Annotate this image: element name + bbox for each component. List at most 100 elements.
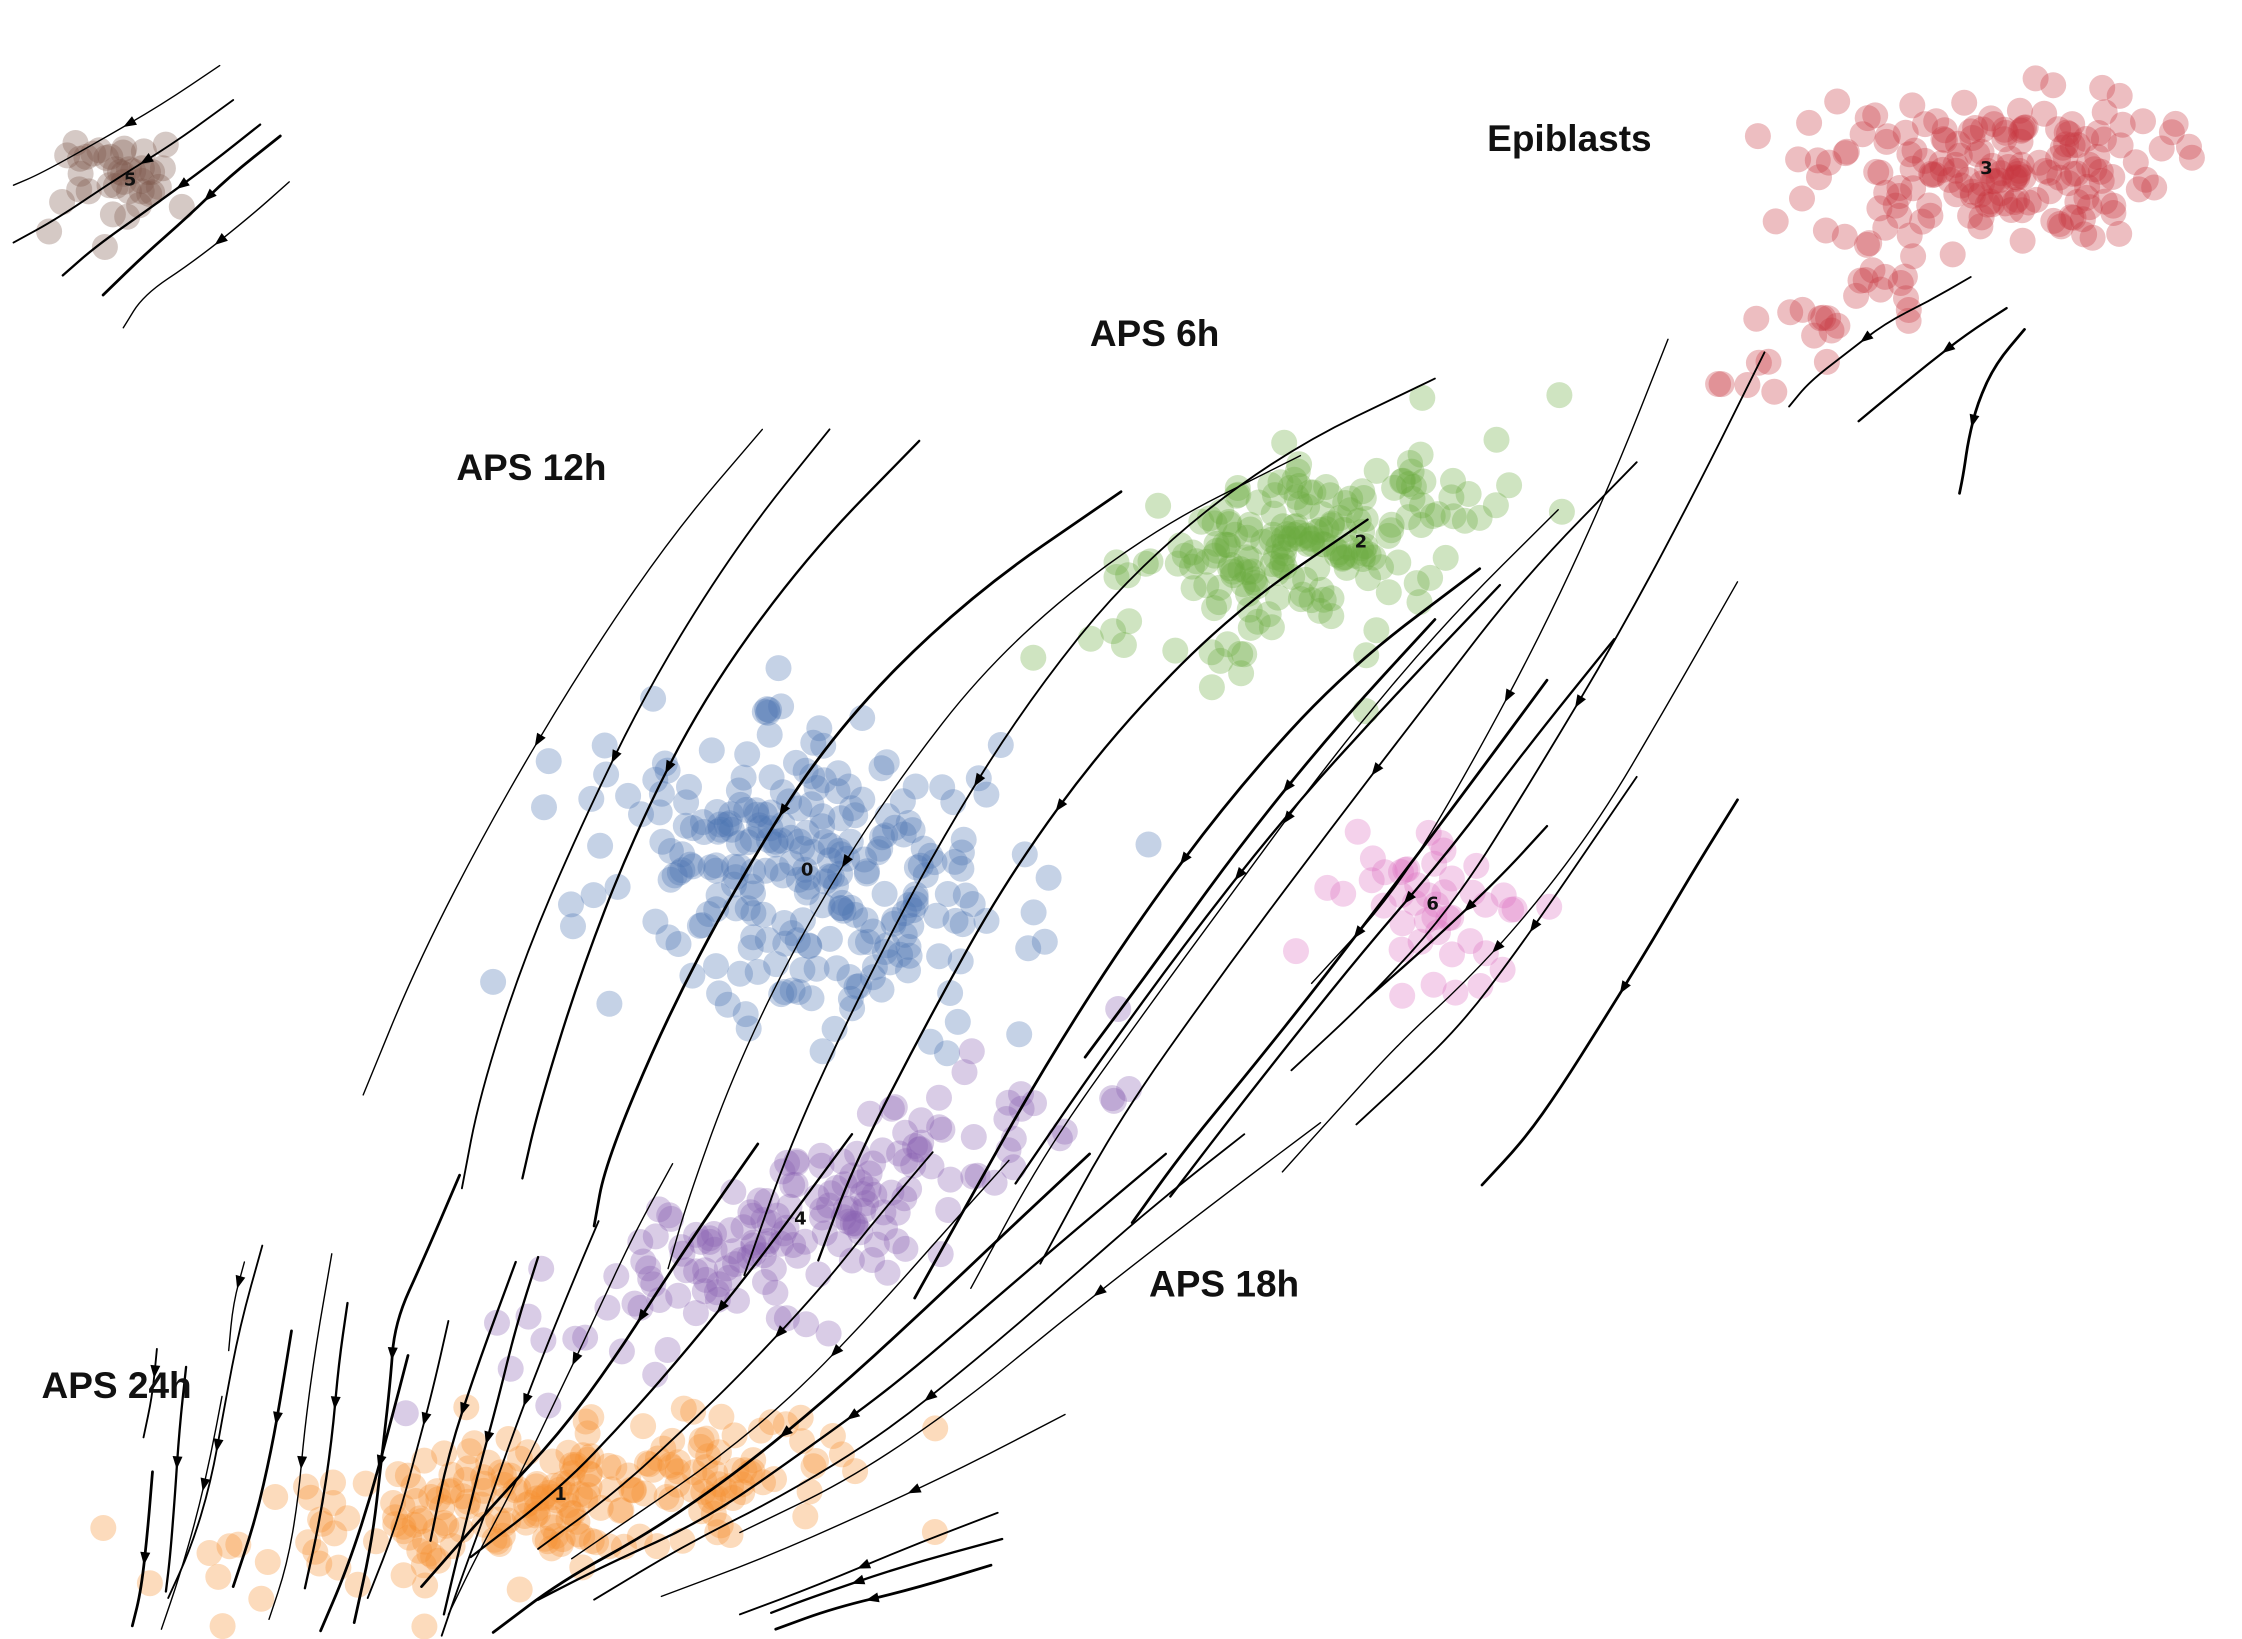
cell-point: [940, 789, 967, 816]
cell-point: [783, 1149, 810, 1176]
cell-point: [948, 839, 975, 866]
streamline-arrow: [203, 188, 217, 202]
cell-point: [2049, 134, 2076, 161]
cell-point: [2074, 173, 2101, 200]
cell-point: [1985, 167, 2012, 194]
cell-point: [746, 812, 773, 839]
cell-point: [642, 1361, 669, 1388]
cell-point: [830, 897, 857, 924]
cell-point: [1196, 505, 1223, 532]
cell-point: [1762, 208, 1789, 235]
cell-point: [1308, 576, 1335, 603]
streamline-arrow: [1969, 413, 1980, 428]
cell-point: [717, 1217, 744, 1244]
cell-point: [849, 786, 876, 813]
cell-point: [686, 912, 713, 939]
cell-point: [97, 143, 124, 170]
cell-point: [842, 1212, 869, 1239]
cell-point: [1421, 850, 1448, 877]
cell-point: [1264, 584, 1291, 611]
streamline-arrow: [1403, 890, 1416, 904]
cell-point: [1303, 518, 1330, 545]
cell-point: [868, 755, 895, 782]
streamline: [1857, 306, 2008, 423]
cell-point: [760, 1255, 787, 1282]
cell-point: [2055, 170, 2082, 197]
cell-point: [1442, 979, 1469, 1006]
cell-point: [635, 1255, 662, 1282]
streamline: [442, 1255, 540, 1616]
cell-point: [1250, 528, 1277, 555]
cell-point: [116, 178, 142, 205]
cell-point: [776, 1193, 803, 1220]
cluster-5-points: [36, 130, 195, 260]
cell-point: [890, 821, 917, 848]
cell-point: [334, 1505, 361, 1532]
cell-point: [755, 1228, 782, 1254]
streamline-arrow: [1619, 980, 1631, 994]
cell-point: [1233, 544, 1260, 571]
cell-point: [1110, 632, 1137, 658]
cell-point: [771, 910, 798, 936]
cell-point: [1292, 566, 1319, 593]
cell-point: [827, 895, 854, 922]
cell-point: [698, 737, 725, 764]
cell-point: [725, 777, 752, 804]
cell-point: [1432, 544, 1459, 571]
cell-point: [664, 1471, 691, 1498]
cell-point: [2053, 131, 2080, 158]
cell-point: [780, 1232, 807, 1258]
cell-point: [750, 901, 777, 928]
cell-point: [951, 1059, 978, 1086]
cell-point: [1215, 509, 1242, 535]
cell-point: [2071, 221, 2098, 248]
cell-point: [744, 958, 771, 985]
cell-point: [1415, 819, 1442, 846]
cell-point: [2079, 224, 2106, 251]
cell-point: [809, 1196, 836, 1223]
cell-point: [1228, 660, 1255, 687]
cell-point: [1198, 674, 1225, 701]
cell-point: [792, 1228, 818, 1255]
cell-point: [1968, 138, 1995, 165]
cell-point: [67, 160, 94, 187]
cell-point: [497, 1462, 524, 1489]
cell-point: [676, 773, 702, 800]
cell-point: [524, 1500, 551, 1527]
cell-point: [1218, 552, 1245, 578]
cell-point: [36, 218, 63, 245]
cell-point: [1293, 522, 1320, 549]
cell-point: [792, 856, 819, 883]
cell-point: [772, 930, 799, 957]
cell-point: [740, 1229, 767, 1256]
cell-point: [680, 1398, 707, 1425]
cell-point: [842, 802, 869, 829]
cell-point: [2056, 121, 2082, 147]
cell-point: [598, 1476, 625, 1503]
cell-point: [1051, 1118, 1078, 1145]
cell-point: [825, 760, 852, 787]
cell-point: [922, 1415, 949, 1442]
cell-point: [789, 907, 816, 934]
streamline: [420, 1142, 760, 1588]
cell-point: [1998, 197, 2025, 223]
cell-point: [769, 811, 796, 838]
cell-point: [1397, 450, 1423, 476]
cell-point: [535, 1479, 562, 1506]
cell-point: [1501, 896, 1528, 923]
cell-point: [1743, 305, 1770, 332]
cell-point: [574, 1420, 601, 1447]
cell-point: [842, 1210, 869, 1237]
cell-point: [1854, 231, 1880, 258]
cell-point: [717, 1522, 744, 1548]
cell-point: [2084, 143, 2111, 170]
cell-point: [553, 1481, 580, 1508]
cell-point: [828, 895, 855, 922]
cell-point: [1466, 504, 1493, 531]
cell-point: [1939, 241, 1966, 268]
cell-point: [1201, 542, 1228, 569]
cell-point: [1859, 257, 1886, 284]
cell-point: [918, 1153, 945, 1180]
cell-point: [737, 934, 764, 961]
cell-point: [786, 795, 813, 822]
